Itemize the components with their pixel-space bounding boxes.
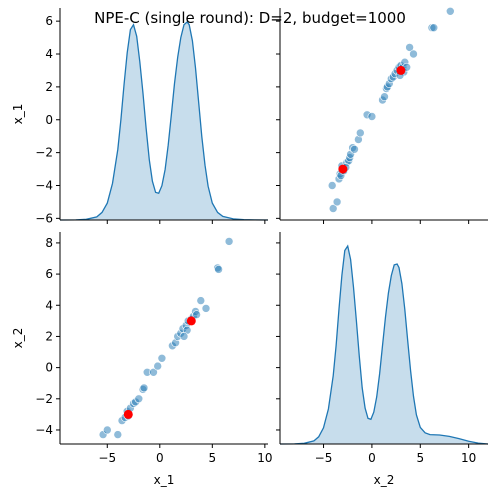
reference-point xyxy=(123,409,133,419)
scatter-point xyxy=(157,353,167,363)
kde-line-x_1 xyxy=(59,21,269,221)
y-tick-label: 2 xyxy=(45,329,53,343)
scatter-point xyxy=(350,145,359,154)
scatter-point xyxy=(139,383,149,393)
x-tick-label: 5 xyxy=(209,451,217,465)
panel-r1c1: −5 0 5 10 x_2 xyxy=(276,232,489,487)
scatter-point xyxy=(332,197,342,207)
scatter-point xyxy=(380,92,389,101)
y-tick-label: 6 xyxy=(45,14,53,28)
scatter-point xyxy=(179,332,189,341)
panel-r0c1 xyxy=(276,7,488,224)
scatter-point xyxy=(328,204,338,213)
scatter-point xyxy=(103,425,112,435)
y-tick-label: 6 xyxy=(45,267,53,281)
y-tick-label: −6 xyxy=(35,211,53,225)
scatter-point xyxy=(405,43,414,52)
scatter-point xyxy=(192,310,201,319)
kde-fill-x_2 xyxy=(280,246,488,444)
y-axis-label: x_1 xyxy=(11,104,25,125)
y-tick-label: 8 xyxy=(45,236,53,250)
scatter-point xyxy=(214,265,223,274)
y-tick-label: 4 xyxy=(45,298,53,312)
scatter-point xyxy=(134,394,144,404)
reference-point xyxy=(338,164,348,174)
figure-title: NPE-C (single round): D=2, budget=1000 xyxy=(94,9,406,27)
scatter-point xyxy=(355,128,365,138)
y-tick-label: −4 xyxy=(35,423,53,437)
panel-r0c0: −6 −4 −2 0 2 4 6 x_1 xyxy=(11,8,269,225)
panel-r1c0: −4 −2 0 2 4 6 8 −5 0 5 10 x_2 x_1 xyxy=(11,232,272,487)
x-axis-label: x_2 xyxy=(374,473,395,487)
pairplot-panels: −6 −4 −2 0 2 4 6 x_1 −4 −2 0 2 4 6 8 −5 0 5 10 x_2 x_1 −5 0 5 10… xyxy=(11,7,489,487)
scatter-point xyxy=(149,367,158,377)
x-tick-label: 5 xyxy=(416,451,424,465)
x-tick-label: −5 xyxy=(315,451,333,465)
y-tick-label: 0 xyxy=(45,361,53,375)
scatter-point xyxy=(196,296,206,305)
y-tick-label: 2 xyxy=(45,80,53,94)
y-tick-label: −2 xyxy=(35,146,53,160)
scatter-point xyxy=(409,49,418,59)
x-tick-label: 0 xyxy=(368,451,376,465)
y-tick-label: −4 xyxy=(35,178,53,192)
scatter-point xyxy=(153,361,162,371)
scatter-point xyxy=(445,7,455,16)
reference-point xyxy=(396,65,406,75)
reference-point xyxy=(186,316,196,326)
y-tick-label: −2 xyxy=(35,392,53,406)
scatter-point xyxy=(429,23,439,33)
scatter-point xyxy=(327,181,337,190)
scatter-point xyxy=(113,430,123,439)
scatter-point xyxy=(201,304,211,313)
y-axis-label: x_2 xyxy=(11,328,25,349)
scatter-point xyxy=(367,112,377,121)
x-axis-label: x_1 xyxy=(154,473,175,487)
x-tick-label: 10 xyxy=(461,451,476,465)
kde-fill-x_1 xyxy=(60,22,268,220)
x-tick-label: −5 xyxy=(98,451,116,465)
y-tick-label: 0 xyxy=(45,113,53,127)
kde-line-x_2 xyxy=(279,244,489,445)
x-tick-label: 10 xyxy=(257,451,272,465)
x-tick-label: 0 xyxy=(156,451,164,465)
scatter-point xyxy=(224,237,234,246)
y-tick-label: 4 xyxy=(45,47,53,61)
